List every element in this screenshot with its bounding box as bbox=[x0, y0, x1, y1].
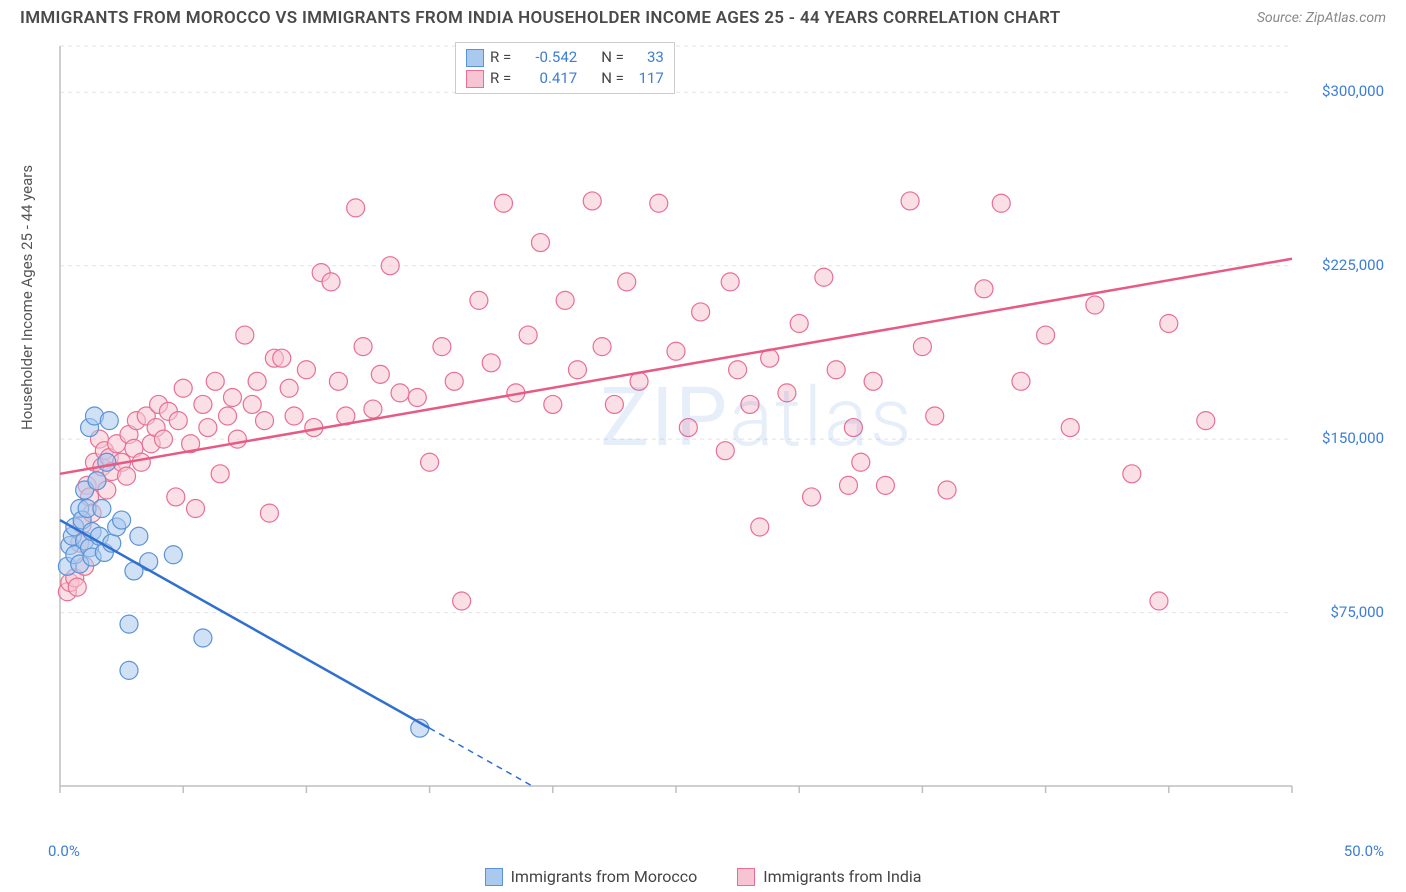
stats-n-label: N = bbox=[601, 68, 624, 89]
stats-swatch bbox=[466, 70, 484, 88]
stats-r-value: 0.417 bbox=[517, 68, 577, 89]
y-tick-label: $150,000 bbox=[1322, 429, 1384, 447]
stats-legend-row: R = 0.417 N = 117 bbox=[466, 68, 664, 89]
x-axis-min-label: 0.0% bbox=[48, 842, 80, 860]
stats-n-label: N = bbox=[601, 47, 624, 68]
legend-item-morocco: Immigrants from Morocco bbox=[485, 867, 698, 886]
y-tick-label: $300,000 bbox=[1322, 82, 1384, 100]
chart-title: IMMIGRANTS FROM MOROCCO VS IMMIGRANTS FR… bbox=[20, 8, 1060, 28]
y-axis-label: Householder Income Ages 25 - 44 years bbox=[18, 165, 36, 430]
legend-item-india: Immigrants from India bbox=[737, 867, 921, 886]
stats-n-value: 33 bbox=[630, 47, 664, 68]
scatter-chart bbox=[54, 38, 1384, 826]
stats-legend: R = -0.542 N = 33 R = 0.417 N = 117 bbox=[455, 42, 675, 94]
stats-r-value: -0.542 bbox=[517, 47, 577, 68]
stats-legend-row: R = -0.542 N = 33 bbox=[466, 47, 664, 68]
legend-label-india: Immigrants from India bbox=[763, 867, 921, 886]
x-axis-max-label: 50.0% bbox=[1344, 842, 1384, 860]
bottom-legend: Immigrants from Morocco Immigrants from … bbox=[0, 867, 1406, 886]
y-tick-label: $225,000 bbox=[1322, 256, 1384, 274]
source-attribution: Source: ZipAtlas.com bbox=[1257, 10, 1386, 26]
stats-n-value: 117 bbox=[630, 68, 664, 89]
legend-swatch-india bbox=[737, 868, 755, 886]
legend-swatch-morocco bbox=[485, 868, 503, 886]
legend-label-morocco: Immigrants from Morocco bbox=[511, 867, 698, 886]
stats-swatch bbox=[466, 49, 484, 67]
y-tick-label: $75,000 bbox=[1330, 603, 1384, 621]
chart-area bbox=[54, 38, 1384, 826]
stats-r-label: R = bbox=[490, 68, 511, 89]
header: IMMIGRANTS FROM MOROCCO VS IMMIGRANTS FR… bbox=[0, 0, 1406, 28]
stats-r-label: R = bbox=[490, 47, 511, 68]
